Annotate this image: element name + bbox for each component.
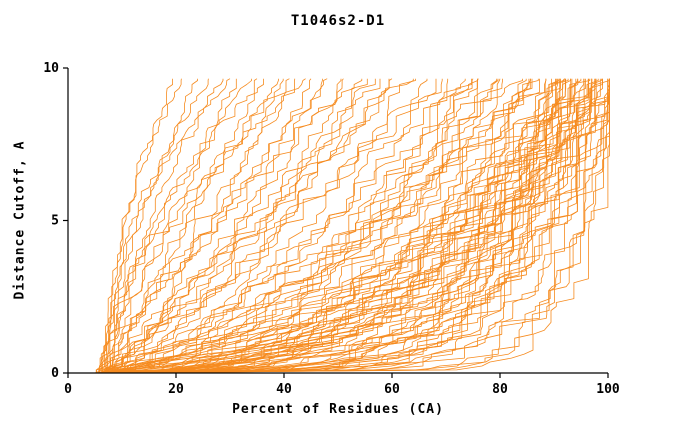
x-tick-label: 20 xyxy=(168,382,184,397)
chart-title: T1046s2-D1 xyxy=(290,13,386,29)
curve-lines xyxy=(94,78,610,374)
y-tick-label: 0 xyxy=(51,366,59,381)
y-tick-label: 10 xyxy=(43,61,59,76)
x-tick-label: 100 xyxy=(596,382,620,397)
x-tick-label: 40 xyxy=(276,382,292,397)
x-tick-label: 60 xyxy=(384,382,400,397)
x-tick-label: 0 xyxy=(64,382,72,397)
x-tick-label: 80 xyxy=(492,382,508,397)
y-tick-label: 5 xyxy=(51,214,59,229)
tick-labels: 0 20 40 60 80 100 0 5 10 xyxy=(43,61,620,397)
x-axis-label: Percent of Residues (CA) xyxy=(232,402,444,417)
tick-marks xyxy=(63,67,609,378)
